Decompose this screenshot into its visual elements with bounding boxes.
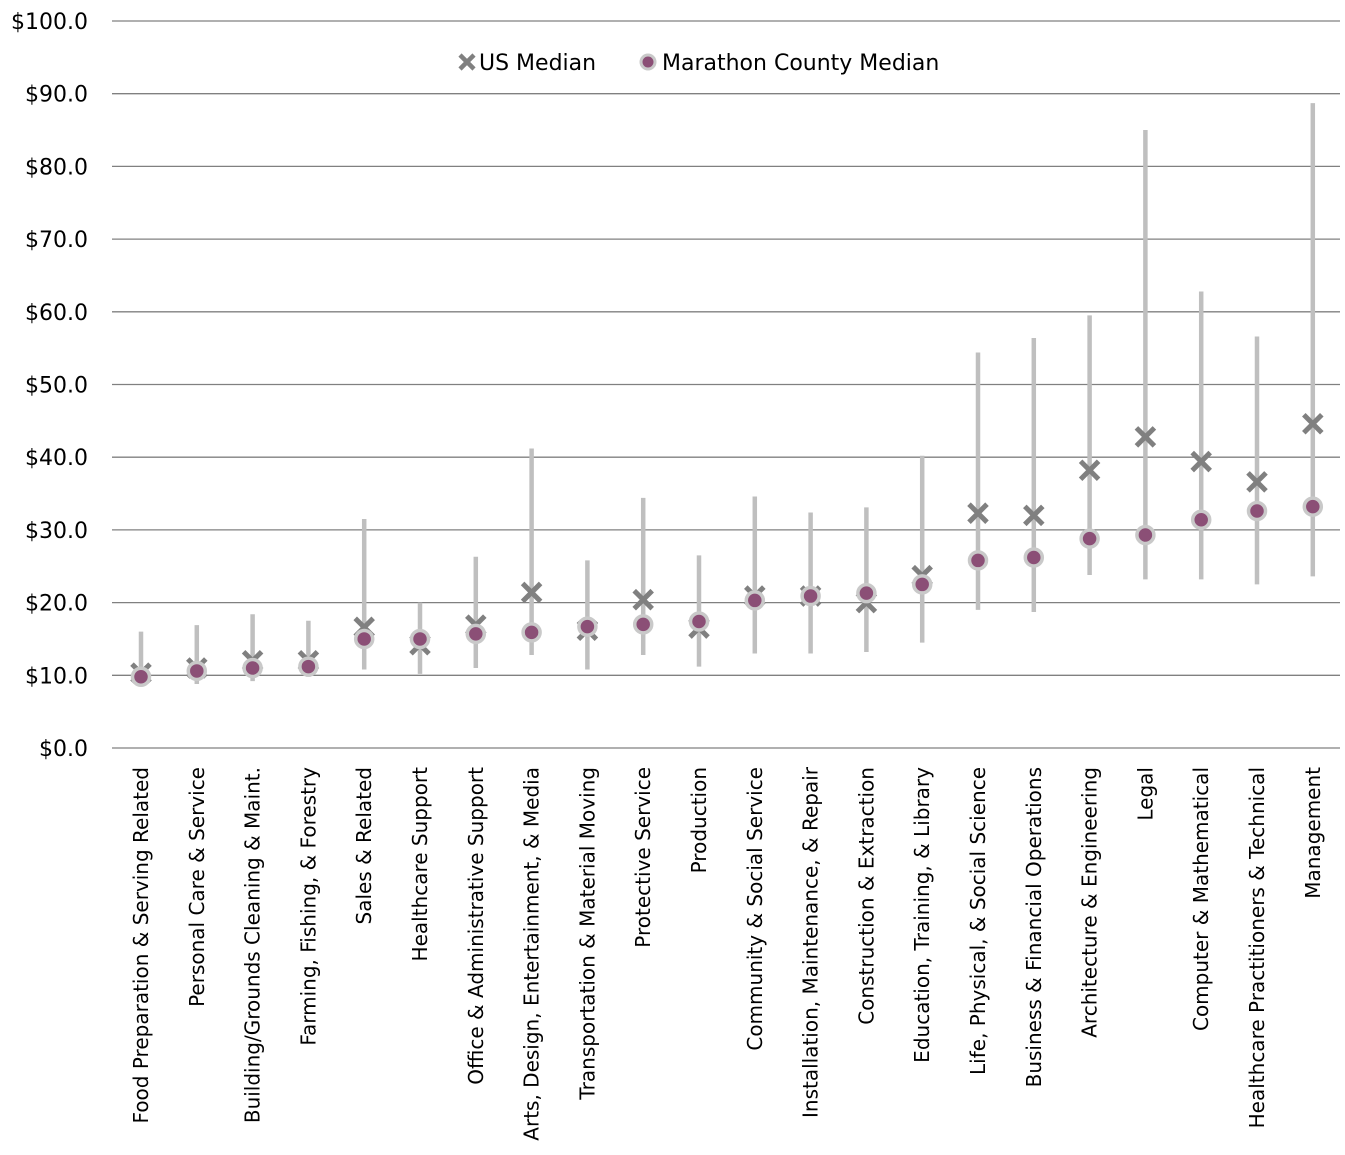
county-median-point	[1190, 509, 1212, 530]
x-tick-label: Building/Grounds Cleaning & Maint.	[241, 767, 265, 1123]
county-median-point	[911, 574, 933, 595]
county-median-point	[688, 611, 710, 632]
county-median-point	[967, 550, 989, 571]
county-median-point	[465, 623, 487, 645]
county-median-point	[1246, 500, 1268, 522]
county-median-point	[800, 585, 821, 607]
us-median-point	[1302, 412, 1324, 435]
county-median-point	[521, 622, 542, 643]
y-tick-label: $70.0	[25, 228, 88, 253]
county-median-point	[856, 582, 877, 604]
county-median-point	[130, 666, 152, 688]
x-tick-label: Business & Financial Operations	[1022, 767, 1046, 1087]
county-median-point	[1135, 524, 1156, 546]
x-tick-label: Office & Administrative Support	[464, 767, 488, 1085]
county-median-point	[298, 656, 319, 677]
y-axis-labels: $0.0 $10.0 $20.0 $30.0 $40.0 $50.0 $60.0 $70.0 $…	[11, 10, 88, 762]
x-tick-label: Personal Care & Service	[185, 767, 209, 1007]
x-tick-label: Healthcare Practitioners & Technical	[1245, 767, 1269, 1128]
x-tick-label: Architecture & Engineering	[1078, 767, 1102, 1038]
us-median-point	[1023, 504, 1045, 527]
county-median-point	[1302, 496, 1324, 517]
x-tick-label: Life, Physical, & Social Science	[966, 767, 990, 1075]
us-median-point	[632, 588, 654, 611]
range-layer	[138, 103, 1316, 685]
y-tick-label: $80.0	[25, 155, 88, 180]
legend-circle-marker-icon	[639, 53, 657, 71]
x-tick-label: Protective Service	[631, 767, 655, 948]
legend-x-marker-icon	[458, 53, 476, 71]
y-tick-label: $0.0	[39, 737, 88, 762]
x-tick-label: Installation, Maintenance, & Repair	[799, 766, 823, 1118]
y-tick-label: $90.0	[25, 83, 88, 108]
x-tick-label: Education, Training, & Library	[910, 767, 934, 1063]
x-tick-label: Arts, Design, Entertainment, & Media	[520, 767, 544, 1141]
us-median-point	[1078, 459, 1101, 482]
county-median-point	[353, 628, 375, 650]
grid-layer	[112, 20, 1340, 749]
legend-item-county-median: Marathon County Median	[639, 51, 939, 76]
y-tick-label: $20.0	[25, 592, 88, 617]
y-tick-label: $50.0	[25, 374, 88, 399]
x-tick-label: Transportation & Material Moving	[575, 767, 599, 1101]
x-tick-label: Production	[687, 767, 711, 873]
x-axis-labels: Food Preparation & Serving Related Person…	[129, 766, 1325, 1140]
y-tick-label: $10.0	[25, 664, 88, 689]
x-tick-label: Legal	[1133, 767, 1157, 821]
x-tick-label: Food Preparation & Serving Related	[129, 767, 153, 1123]
us-median-point	[1246, 471, 1268, 493]
county-median-point	[186, 660, 208, 682]
x-tick-label: Computer & Mathematical	[1189, 767, 1213, 1031]
x-tick-label: Community & Social Service	[743, 767, 767, 1051]
legend-item-us-median: US Median	[458, 51, 596, 76]
us-median-point	[1134, 426, 1157, 448]
county-median-point	[577, 616, 598, 637]
county-median-point	[242, 657, 263, 679]
county-median-point	[1079, 528, 1100, 549]
us-median-point	[520, 581, 543, 604]
us-median-point	[1190, 450, 1212, 473]
legend-label-county-median: Marathon County Median	[662, 51, 939, 76]
county-median-point	[409, 628, 431, 650]
legend: US Median Marathon County Median	[458, 51, 939, 76]
us-median-point	[967, 502, 989, 524]
y-tick-label: $30.0	[25, 519, 88, 544]
x-tick-label: Construction & Extraction	[854, 767, 878, 1025]
x-tick-label: Healthcare Support	[408, 767, 432, 962]
x-tick-label: Management	[1301, 767, 1325, 899]
legend-label-us-median: US Median	[479, 51, 596, 76]
county-median-point	[632, 614, 654, 635]
x-tick-label: Farming, Fishing, & Forestry	[296, 767, 320, 1046]
county-median-point	[1023, 547, 1045, 568]
x-tick-label: Sales & Related	[352, 767, 376, 925]
county-median-point	[744, 590, 766, 611]
county-median-layer	[130, 496, 1324, 688]
y-tick-label: $60.0	[25, 301, 88, 326]
y-tick-label: $100.0	[11, 10, 88, 35]
y-tick-label: $40.0	[25, 446, 88, 471]
